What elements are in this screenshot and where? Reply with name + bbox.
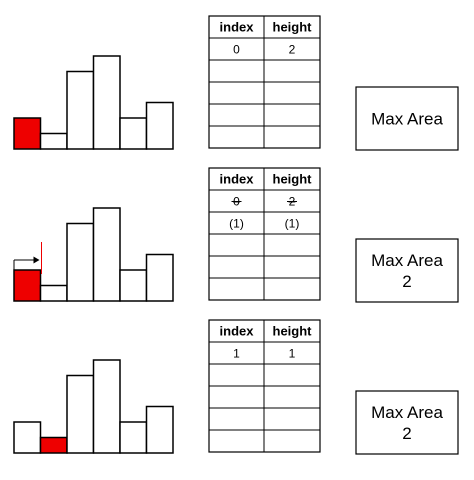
histogram-bar (66, 222, 95, 302)
histogram-bar (39, 284, 68, 302)
table-cell: 1 (289, 347, 296, 361)
histogram-bar (13, 421, 42, 454)
arrow-head (33, 256, 40, 264)
max-area-box: Max Area 2 (355, 390, 459, 455)
histogram-bar (145, 253, 174, 302)
table-header-height: height (273, 324, 313, 339)
histogram-bar-current (13, 117, 42, 150)
panel-1: index height 0 2 Max Area (13, 15, 459, 151)
histogram-bar-current (39, 436, 68, 454)
max-area-box: Max Area (355, 86, 459, 151)
table-cell: 2 (289, 43, 296, 57)
panel-3: index height 1 1 Max Area 2 (13, 319, 459, 455)
max-area-label: Max Area (371, 403, 443, 422)
histogram-bar (119, 117, 148, 150)
max-area-frame (355, 238, 459, 303)
stack-table: index height 0 2 (208, 15, 321, 149)
table-header-height: height (273, 20, 313, 35)
stack-table: index height 1 1 (208, 319, 321, 453)
histogram-bar (92, 55, 121, 150)
histogram-bar (92, 207, 121, 302)
table-header-index: index (220, 172, 255, 187)
max-area-box: Max Area 2 (355, 238, 459, 303)
table-cell: (1) (229, 217, 244, 231)
table-cell: 1 (233, 347, 240, 361)
histogram-bar-current (13, 269, 42, 302)
table-header-index: index (220, 324, 255, 339)
max-area-label: Max Area (371, 251, 443, 270)
histogram-bar (39, 132, 68, 150)
table-cell: (1) (285, 217, 300, 231)
max-area-frame (355, 390, 459, 455)
table-header-height: height (273, 172, 313, 187)
max-area-value: 2 (402, 424, 411, 443)
table-header-index: index (220, 20, 255, 35)
histogram-bar (145, 101, 174, 150)
histogram-bar (66, 70, 95, 150)
histogram-bar (66, 374, 95, 454)
histogram-bar (119, 269, 148, 302)
histogram-bar (145, 405, 174, 454)
width-arrow (13, 242, 42, 274)
max-area-label: Max Area (371, 110, 443, 129)
max-area-frame (355, 86, 459, 151)
max-area-value: 2 (402, 272, 411, 291)
histogram-bar (92, 359, 121, 454)
histogram-bar (119, 421, 148, 454)
table-cell: 0 (233, 43, 240, 57)
